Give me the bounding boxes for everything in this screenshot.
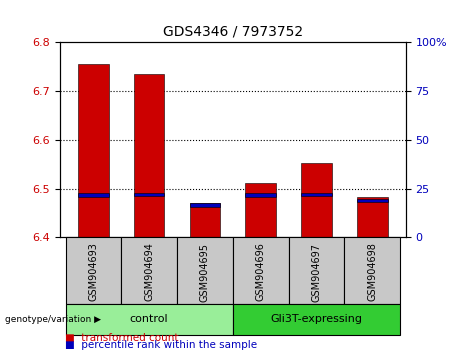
Title: GDS4346 / 7973752: GDS4346 / 7973752: [163, 24, 303, 39]
Bar: [357, 199, 388, 202]
Bar: [177, 237, 233, 304]
Bar: [245, 183, 276, 237]
Text: GSM904693: GSM904693: [89, 242, 98, 302]
Bar: [289, 237, 344, 304]
Bar: [78, 64, 109, 237]
Bar: [78, 193, 109, 197]
Text: ■  percentile rank within the sample: ■ percentile rank within the sample: [65, 341, 257, 350]
Bar: [189, 203, 220, 237]
Text: GSM904697: GSM904697: [312, 242, 321, 302]
Bar: [189, 203, 220, 206]
Bar: [301, 163, 332, 237]
Text: GSM904695: GSM904695: [200, 242, 210, 302]
Text: GSM904694: GSM904694: [144, 242, 154, 302]
Text: Gli3T-expressing: Gli3T-expressing: [271, 314, 362, 325]
Text: control: control: [130, 314, 168, 325]
Bar: [134, 74, 165, 237]
Text: GSM904696: GSM904696: [256, 242, 266, 302]
Bar: [65, 304, 233, 335]
Text: genotype/variation ▶: genotype/variation ▶: [5, 315, 100, 324]
Bar: [344, 237, 400, 304]
Bar: [233, 237, 289, 304]
Bar: [121, 237, 177, 304]
Bar: [65, 237, 121, 304]
Text: ■  transformed count: ■ transformed count: [65, 333, 178, 343]
Bar: [134, 193, 165, 196]
Text: GSM904698: GSM904698: [367, 242, 377, 302]
Bar: [245, 193, 276, 197]
Bar: [233, 304, 400, 335]
Bar: [357, 197, 388, 237]
Bar: [301, 193, 332, 196]
